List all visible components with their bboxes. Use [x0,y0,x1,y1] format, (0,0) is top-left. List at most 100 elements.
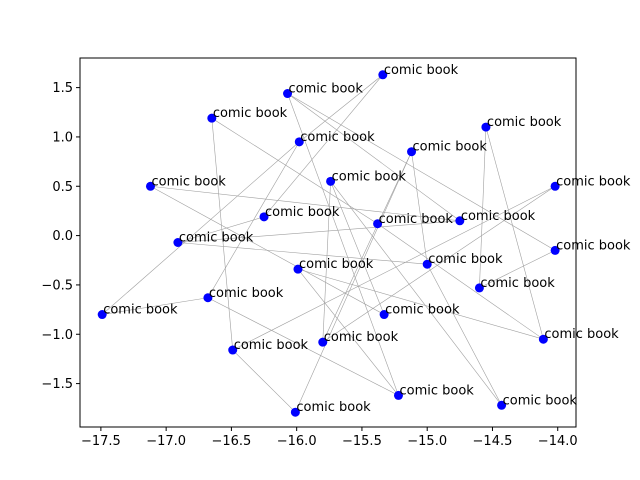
edge-line [485,126,544,340]
y-tick-label: 0.5 [52,180,73,195]
point-label: comic book [265,205,340,220]
plot-frame [79,57,577,428]
scatter-point [293,264,303,274]
x-tick-label: −15.0 [407,434,447,449]
edge-line [232,349,296,413]
edge-line [295,151,412,413]
scatter-point [393,390,403,400]
point-label: comic book [544,327,619,342]
y-axis: −1.5 −1.0 −0.5 0.0 0.5 1.0 1.5 [41,81,80,392]
edge-line [207,297,399,396]
edge-line [263,74,384,218]
x-tick-label: −17.0 [146,434,186,449]
edge-line [330,181,385,315]
scatter-point [538,334,548,344]
scatter-point [407,147,417,157]
scatter-point [550,181,560,191]
point-label: comic book [385,303,460,318]
x-tick-label: −16.5 [211,434,251,449]
edge-line [287,93,399,396]
point-label: comic book [300,130,375,145]
scatter-point [173,238,183,247]
point-label: comic book [480,276,555,291]
x-tick-label: −14.5 [473,434,513,449]
point-label: comic book [209,286,284,301]
scatter-point [378,70,388,80]
y-tick-label: −0.5 [41,278,73,293]
scatter-point [145,181,155,191]
y-tick-label: 0.0 [52,229,73,244]
x-tick-label: −15.5 [342,434,382,449]
point-label: comic book [103,303,178,318]
scatter-point [379,310,389,320]
edge-line [322,186,556,343]
edge-layer [101,74,556,413]
y-tick-label: 1.0 [52,130,73,145]
point-label: comic book [151,174,226,189]
point-label-layer: comic book comic book comic book comic book… [103,63,631,415]
scatter-point [455,216,465,226]
point-label: comic book [428,252,503,267]
edge-line [426,264,502,406]
edge-line [479,127,487,288]
scatter-point [474,283,484,293]
scatter-point [290,407,300,417]
scatter-point [373,219,383,229]
point-label: comic book [379,212,454,227]
scatter-point [326,176,336,186]
x-axis: −17.5 −17.0 −16.5 −16.0 −15.5 −15.0 −14.5 −14.0 [81,427,578,449]
scatter-point [97,310,107,320]
scatter-point [283,89,293,99]
point-label: comic book [324,330,399,345]
y-tick-label: 1.5 [52,81,73,96]
edge-line [232,185,556,351]
edge-line [102,297,208,315]
edge-line [330,181,502,406]
point-label: comic book [179,231,254,246]
scatter-point [228,345,238,355]
point-label: comic book [399,383,474,398]
point-label: comic book [296,400,371,415]
x-tick-label: −14.0 [538,434,578,449]
point-label: comic book [503,393,578,408]
edge-line [177,242,428,265]
x-tick-label: −16.0 [277,434,317,449]
point-label: comic book [299,257,374,272]
edge-line [287,93,461,222]
edge-line [211,118,234,351]
scatter-point [422,259,432,269]
edge-line [211,117,378,225]
edge-line [177,216,265,243]
scatter-point [318,337,328,347]
edge-line [101,141,300,315]
edge-line [377,223,544,340]
point-label: comic book [413,140,488,155]
edge-line [177,220,460,243]
edge-line [479,250,556,289]
edge-line [411,151,428,265]
point-layer [97,70,560,417]
x-tick-label: −17.5 [81,434,121,449]
scatter-point [259,212,269,222]
point-label: comic book [556,238,631,253]
point-label: comic book [234,338,309,353]
edge-line [297,268,544,340]
scatter-point [203,293,213,303]
y-tick-label: −1.0 [41,328,73,343]
point-label: comic book [289,82,364,97]
edge-line [322,181,331,343]
point-label: comic book [332,169,407,184]
point-label: comic book [213,106,288,121]
y-tick-label: −1.5 [41,377,73,392]
edge-line [150,185,460,222]
point-label: comic book [384,63,459,78]
edge-line [299,74,384,143]
scatter-point [207,113,217,123]
scatter-point [550,245,560,255]
point-label: comic book [556,174,631,189]
point-label: comic book [461,209,536,224]
edge-line [287,93,556,251]
point-label: comic book [487,115,562,130]
